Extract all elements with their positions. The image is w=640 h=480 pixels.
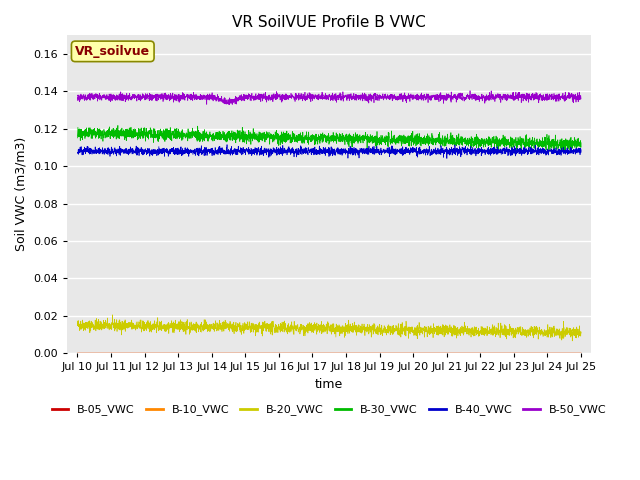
X-axis label: time: time [315,378,343,391]
B-40_VWC [568,149,575,155]
Line: B-50_VWC: B-50_VWC [77,91,581,105]
B-40_VWC [443,156,451,161]
B-05_VWC [161,350,168,356]
B-50_VWC [225,102,233,108]
B-40_VWC [289,146,296,152]
Y-axis label: Soil VWC (m3/m3): Soil VWC (m3/m3) [15,137,28,252]
B-10_VWC [289,350,296,356]
B-30_VWC [577,144,585,150]
Legend: B-05_VWC, B-10_VWC, B-20_VWC, B-30_VWC, B-40_VWC, B-50_VWC: B-05_VWC, B-10_VWC, B-20_VWC, B-30_VWC, … [47,400,611,420]
B-30_VWC [562,149,570,155]
B-10_VWC [567,350,575,356]
Line: B-40_VWC: B-40_VWC [77,144,581,158]
B-05_VWC [567,350,575,356]
Title: VR SoilVUE Profile B VWC: VR SoilVUE Profile B VWC [232,15,426,30]
B-30_VWC [289,139,296,144]
B-40_VWC [223,142,231,147]
B-20_VWC [289,326,296,332]
B-40_VWC [267,147,275,153]
B-50_VWC [577,96,585,102]
B-50_VWC [161,92,168,98]
Line: B-20_VWC: B-20_VWC [77,315,581,341]
B-05_VWC [267,350,275,356]
B-40_VWC [513,145,521,151]
B-30_VWC [131,128,139,133]
B-40_VWC [577,147,585,153]
B-20_VWC [513,327,521,333]
B-20_VWC [74,321,81,327]
B-30_VWC [161,139,169,144]
B-50_VWC [131,92,139,97]
B-50_VWC [74,93,81,98]
B-50_VWC [289,94,296,100]
B-10_VWC [577,350,585,356]
B-20_VWC [131,324,139,330]
B-05_VWC [131,350,139,356]
B-10_VWC [131,350,139,356]
Line: B-30_VWC: B-30_VWC [77,125,581,152]
B-30_VWC [267,131,275,137]
B-20_VWC [577,330,585,336]
B-30_VWC [568,141,575,146]
B-20_VWC [568,338,576,344]
B-30_VWC [114,122,122,128]
B-30_VWC [513,138,521,144]
Text: VR_soilvue: VR_soilvue [75,45,150,58]
B-40_VWC [131,149,139,155]
B-05_VWC [513,350,521,356]
B-05_VWC [74,350,81,356]
B-40_VWC [161,149,168,155]
B-30_VWC [74,135,81,141]
B-20_VWC [109,312,116,318]
B-20_VWC [161,322,169,328]
B-20_VWC [267,331,275,337]
B-10_VWC [513,350,521,356]
B-10_VWC [161,350,168,356]
B-50_VWC [513,93,521,98]
B-05_VWC [577,350,585,356]
B-50_VWC [466,88,474,94]
B-50_VWC [267,96,275,101]
B-10_VWC [267,350,275,356]
B-20_VWC [568,331,575,336]
B-50_VWC [568,93,575,98]
B-10_VWC [74,350,81,356]
B-05_VWC [289,350,296,356]
B-40_VWC [74,150,81,156]
